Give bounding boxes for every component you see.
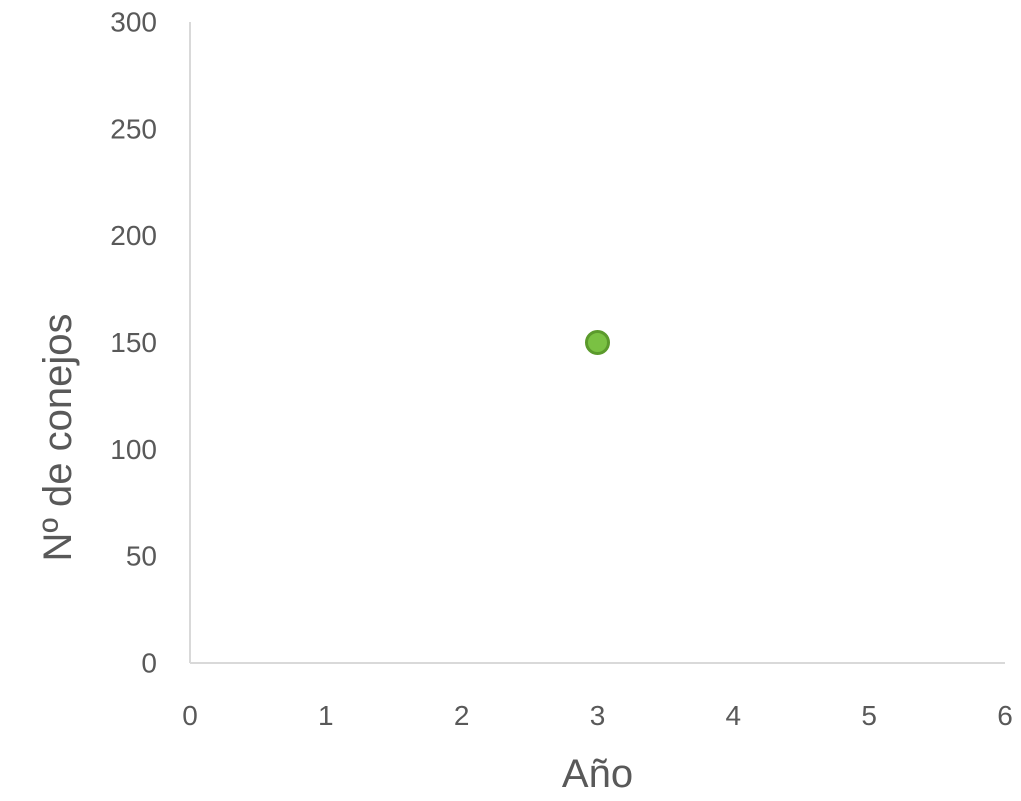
x-tick-label: 5: [861, 700, 877, 731]
y-tick-label: 250: [110, 113, 157, 144]
y-tick-label: 300: [110, 7, 157, 38]
y-tick-label: 150: [110, 327, 157, 358]
x-axis-title: Año: [562, 752, 633, 796]
y-axis-title: Nº de conejos: [36, 313, 80, 561]
x-tick-label: 2: [454, 700, 470, 731]
x-tick-label: 1: [318, 700, 334, 731]
x-tick-label: 4: [726, 700, 742, 731]
y-axis-tick-labels: 0 50 100 150 200 250 300: [110, 7, 157, 679]
data-point: [585, 330, 610, 355]
y-tick-label: 50: [126, 541, 157, 572]
x-tick-label: 6: [997, 700, 1013, 731]
x-axis-tick-labels: 0 1 2 3 4 5 6: [182, 700, 1013, 731]
y-tick-label: 100: [110, 434, 157, 465]
x-tick-label: 3: [590, 700, 606, 731]
y-tick-label: 200: [110, 220, 157, 251]
x-tick-label: 0: [182, 700, 198, 731]
data-points: [585, 330, 610, 355]
y-tick-label: 0: [141, 648, 157, 679]
